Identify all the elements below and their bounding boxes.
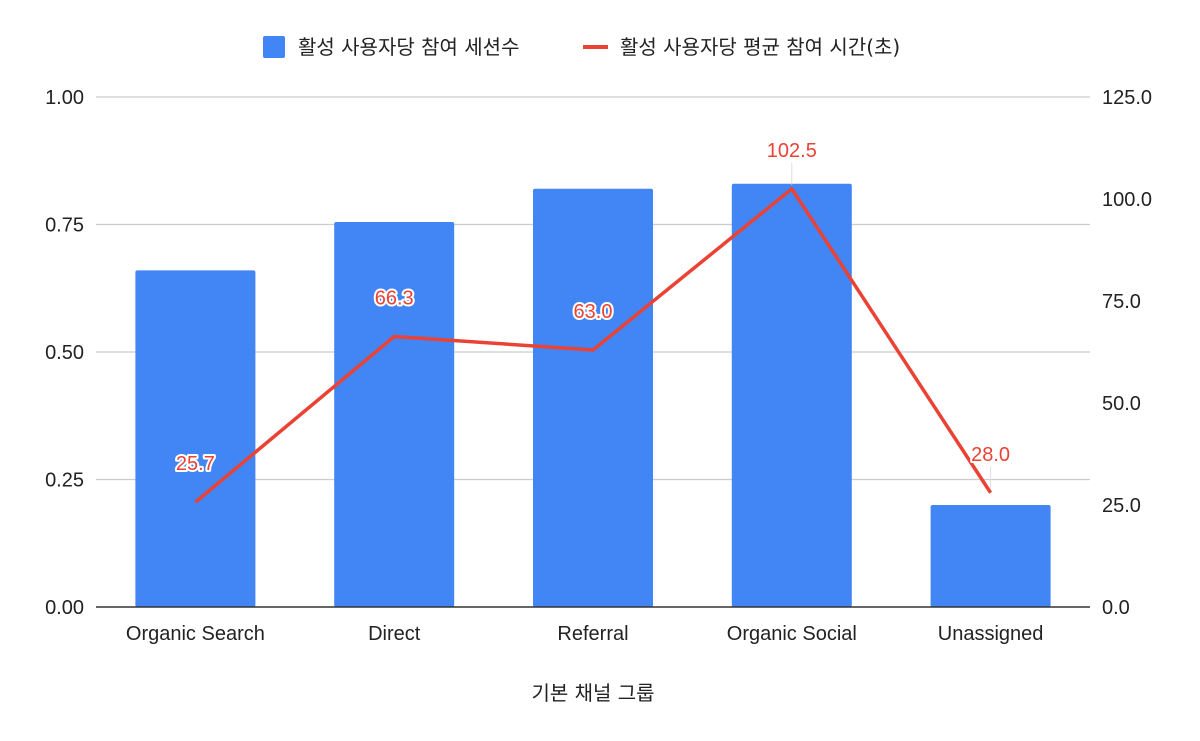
right-tick-label: 75.0 xyxy=(1102,291,1141,313)
category-label: Unassigned xyxy=(938,623,1044,645)
data-label: 63.0 xyxy=(574,301,613,323)
data-labels: 25.7 66.3 63.0 102.5 28.0 xyxy=(174,138,1012,489)
data-label: 102.5 xyxy=(767,140,817,162)
left-tick-label: 0.25 xyxy=(45,470,84,492)
bar xyxy=(731,183,852,607)
bar xyxy=(334,221,455,607)
category-label: Organic Search xyxy=(126,623,265,645)
left-tick-label: 0.00 xyxy=(45,597,84,619)
right-tick-label: 50.0 xyxy=(1102,393,1141,415)
data-label: 28.0 xyxy=(971,444,1010,466)
x-axis-title: 기본 채널 그룹 xyxy=(531,681,654,705)
series-line xyxy=(194,187,993,504)
legend-swatch-bar xyxy=(263,36,285,58)
right-tick-label: 0.0 xyxy=(1102,597,1130,619)
data-label: 66.3 xyxy=(375,287,414,309)
bar xyxy=(533,188,653,608)
category-labels: Organic Search Direct Referral Organic Soci… xyxy=(126,623,1043,645)
bars xyxy=(135,183,1051,608)
right-tick-label: 100.0 xyxy=(1102,189,1152,211)
bar xyxy=(135,270,256,607)
bar xyxy=(930,505,1051,607)
data-label: 25.7 xyxy=(176,453,215,475)
right-tick-label: 25.0 xyxy=(1102,495,1141,517)
left-tick-label: 0.75 xyxy=(45,215,84,237)
category-label: Referral xyxy=(557,623,628,645)
left-axis: 0.00 0.25 0.50 0.75 1.00 xyxy=(45,87,84,619)
left-tick-label: 0.50 xyxy=(45,342,84,364)
right-tick-label: 125.0 xyxy=(1102,87,1152,109)
line-series xyxy=(194,187,993,504)
right-axis: 0.0 25.0 50.0 75.0 100.0 125.0 xyxy=(1102,87,1152,619)
left-tick-label: 1.00 xyxy=(45,87,84,109)
category-label: Direct xyxy=(368,623,421,645)
category-label: Organic Social xyxy=(727,623,857,645)
legend-label-bar: 활성 사용자당 참여 세션수 xyxy=(298,35,519,59)
legend-label-line: 활성 사용자당 평균 참여 시간(초) xyxy=(620,35,900,59)
legend: 활성 사용자당 참여 세션수 활성 사용자당 평균 참여 시간(초) xyxy=(263,35,900,59)
